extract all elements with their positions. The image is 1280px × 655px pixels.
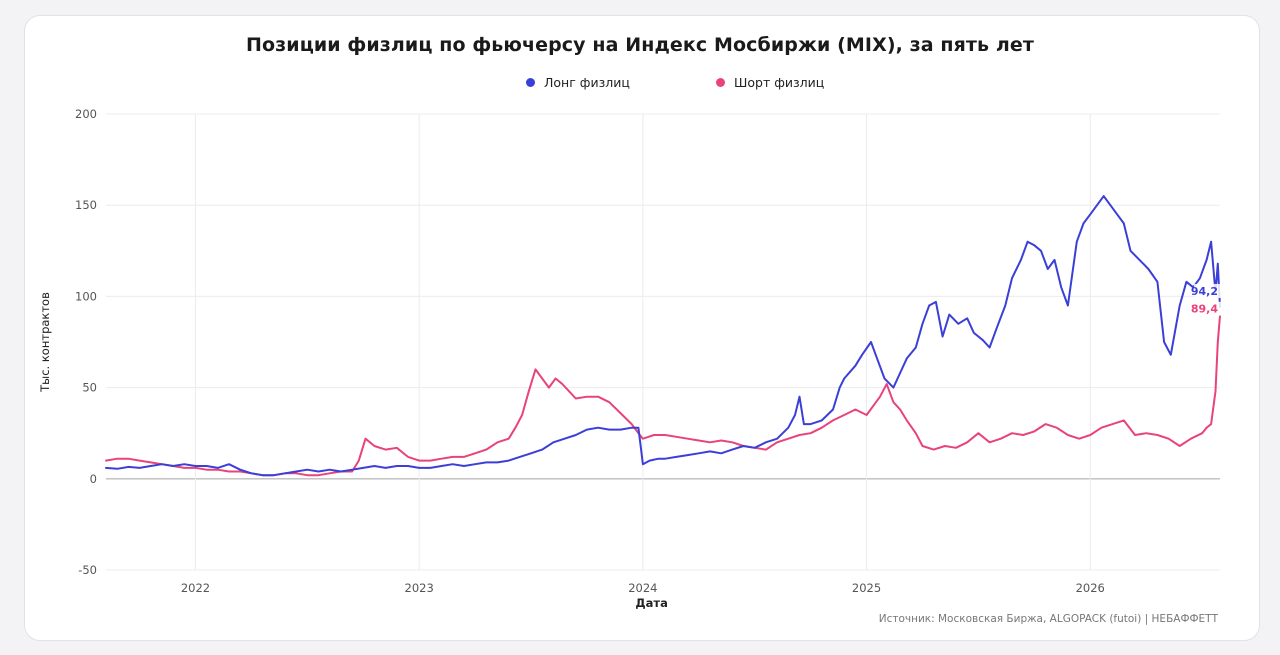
y-tick-label: 50	[82, 381, 97, 395]
legend: Лонг физлиц Шорт физлиц	[0, 75, 1280, 95]
y-tick-label: 0	[90, 472, 97, 486]
legend-item-short[interactable]: Шорт физлиц	[716, 75, 824, 90]
x-tick-label: 2022	[181, 581, 210, 595]
y-tick-label: 200	[75, 107, 97, 121]
source-caption: Источник: Московская Биржа, ALGOPACK (fu…	[878, 613, 1218, 625]
legend-long-dot	[526, 78, 535, 87]
end-label-short: 89,4	[1191, 303, 1218, 316]
end-label-bg-long	[1194, 283, 1222, 298]
legend-short-label: Шорт физлиц	[734, 75, 825, 90]
y-tick-label: 100	[75, 289, 97, 303]
y-axis-title: Тыс. контрактов	[38, 292, 52, 393]
x-tick-label: 2025	[852, 581, 881, 595]
chart-title: Позиции физлиц по фьючерсу на Индекс Мос…	[245, 34, 1034, 56]
series-line-long	[105, 195, 1221, 477]
legend-short-dot	[716, 78, 725, 87]
y-tick-label: 150	[75, 198, 97, 212]
end-label-bg-short	[1194, 301, 1222, 316]
x-tick-label: 2023	[405, 581, 434, 595]
x-tick-label: 2024	[628, 581, 657, 595]
chart-card	[24, 15, 1260, 641]
x-tick-label: 2026	[1076, 581, 1105, 595]
series-line-short	[105, 314, 1221, 477]
x-axis-title: Дата	[635, 596, 667, 610]
legend-item-long[interactable]: Лонг физлиц	[526, 75, 630, 90]
legend-long-label: Лонг физлиц	[544, 75, 630, 90]
y-tick-label: -50	[78, 563, 97, 577]
end-label-long: 94,2	[1191, 285, 1218, 298]
